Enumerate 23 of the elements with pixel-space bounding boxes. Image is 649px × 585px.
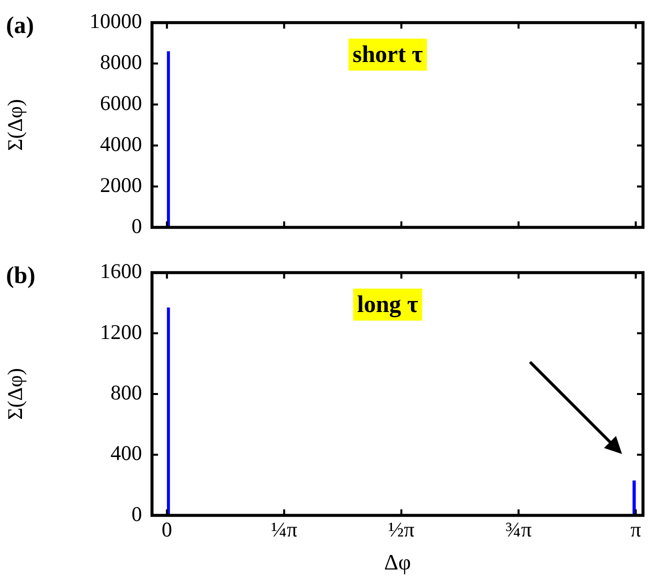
y-tick-label: 6000 bbox=[100, 91, 142, 116]
y-tick-label: 1200 bbox=[100, 320, 142, 344]
text: (b) bbox=[6, 262, 36, 289]
x-tick-label: ¾π bbox=[505, 518, 532, 542]
y-tick-label: 400 bbox=[110, 441, 142, 466]
x-tick-label: ½π bbox=[388, 518, 415, 542]
x-tick-label: ¼π bbox=[270, 518, 298, 542]
annotation: short τ bbox=[352, 42, 423, 68]
text: (a) bbox=[6, 12, 34, 39]
y-tick-label: 8000 bbox=[100, 50, 142, 74]
y-tick-label: 4000 bbox=[100, 132, 142, 156]
y-tick-label: 800 bbox=[110, 380, 142, 405]
annotation: long τ bbox=[357, 292, 418, 318]
y-tick-label: 0 bbox=[132, 502, 142, 526]
y-tick-label: 10000 bbox=[90, 9, 142, 34]
y-tick-label: 1600 bbox=[100, 259, 142, 284]
y-tick-label: 2000 bbox=[100, 172, 142, 197]
x-tick-label: π bbox=[630, 518, 642, 542]
y-axis-title: Σ(Δφ) bbox=[3, 99, 28, 151]
x-axis-title: Δφ bbox=[384, 550, 411, 575]
x-tick-label: 0 bbox=[162, 518, 172, 542]
y-tick-label: 0 bbox=[132, 214, 142, 238]
y-axis-title: Σ(Δφ) bbox=[3, 368, 28, 420]
